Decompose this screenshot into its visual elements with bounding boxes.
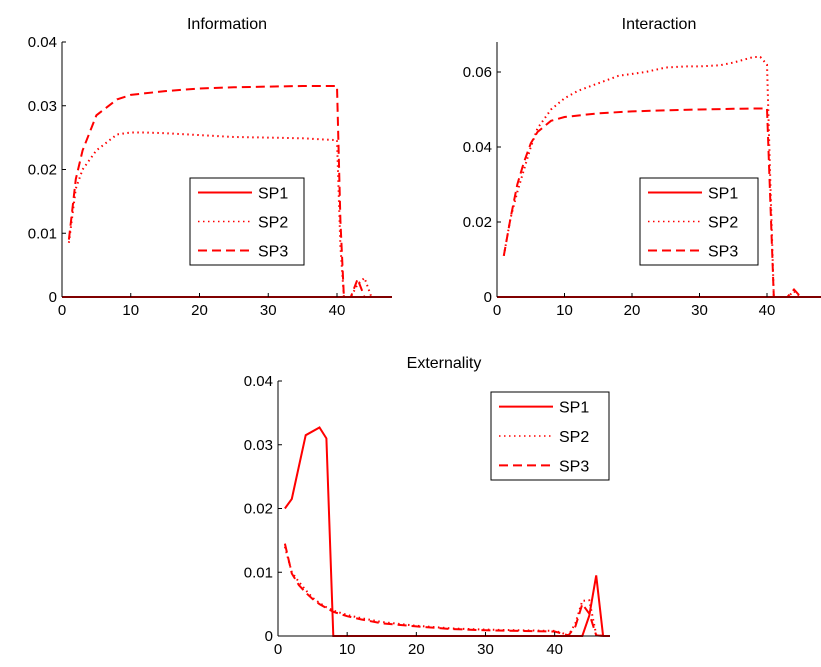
- series-sp2-line: [283, 546, 604, 637]
- legend-label-sp2: SP2: [258, 215, 288, 232]
- legend-label-sp2: SP2: [708, 215, 738, 232]
- chart-title: Information: [187, 16, 267, 33]
- legend-label-sp2: SP2: [559, 429, 589, 446]
- x-tick-label: 0: [58, 302, 66, 319]
- x-tick-label: 40: [546, 641, 563, 658]
- x-tick-label: 30: [260, 302, 277, 319]
- legend-label-sp1: SP1: [258, 186, 288, 203]
- x-tick-label: 20: [624, 302, 641, 319]
- y-tick-label: 0.04: [463, 139, 492, 156]
- y-tick-label: 0: [49, 289, 57, 306]
- y-tick-label: 0.03: [28, 98, 57, 115]
- y-tick-label: 0.02: [28, 162, 57, 179]
- chart-title: Interaction: [622, 16, 697, 33]
- x-tick-label: 10: [122, 302, 139, 319]
- series-sp3-line: [502, 107, 802, 298]
- series-sp3-line: [283, 543, 604, 637]
- series-sp3-line: [67, 85, 372, 298]
- legend-label-sp1: SP1: [708, 186, 738, 203]
- y-tick-label: 0.04: [28, 34, 57, 51]
- legend: SP1 SP2 SP3: [490, 391, 610, 481]
- y-tick-label: 0.06: [463, 64, 492, 81]
- y-tick-label: 0.03: [244, 437, 273, 454]
- y-tick-label: 0: [484, 289, 492, 306]
- x-tick-label: 0: [274, 641, 282, 658]
- y-tick-label: 0: [265, 628, 273, 645]
- y-tick-label: 0.02: [244, 501, 273, 518]
- legend-label-sp1: SP1: [559, 400, 589, 417]
- chart-panel-3: Externality 0 10 20 30 40 0 0.01 0.02 0.03 0.04 SP1…: [244, 355, 610, 658]
- chart-title: Externality: [407, 355, 482, 372]
- x-tick-label: 20: [408, 641, 425, 658]
- y-tick-label: 0.04: [244, 373, 273, 390]
- legend-label-sp3: SP3: [258, 244, 288, 261]
- y-tick-label: 0.02: [463, 214, 492, 231]
- x-tick-label: 10: [556, 302, 573, 319]
- legend: SP1 SP2 SP3: [189, 177, 305, 266]
- x-tick-label: 40: [329, 302, 346, 319]
- series-sp2-line: [502, 56, 802, 298]
- x-tick-label: 0: [493, 302, 501, 319]
- legend: SP1 SP2 SP3: [639, 177, 759, 266]
- x-tick-label: 30: [691, 302, 708, 319]
- legend-label-sp3: SP3: [559, 458, 589, 475]
- x-tick-label: 20: [191, 302, 208, 319]
- y-tick-label: 0.01: [244, 564, 273, 581]
- x-tick-label: 10: [339, 641, 356, 658]
- x-tick-label: 30: [477, 641, 494, 658]
- y-tick-label: 0.01: [28, 225, 57, 242]
- x-tick-label: 40: [759, 302, 776, 319]
- chart-panel-1: Information 0 10 20 30 40 0 0.01 0.02 0.03 0.04 SP1…: [28, 16, 392, 319]
- legend-label-sp3: SP3: [708, 244, 738, 261]
